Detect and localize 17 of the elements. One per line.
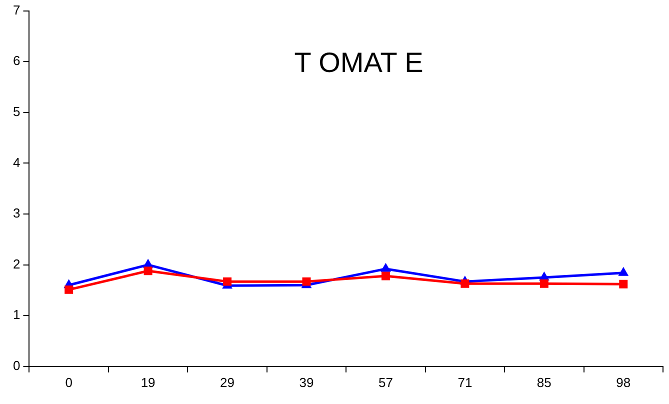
x-tick-label: 29 bbox=[220, 374, 235, 390]
y-tick-label: 5 bbox=[12, 104, 20, 119]
x-tick-label: 0 bbox=[65, 374, 72, 390]
x-tick-label: 85 bbox=[536, 374, 552, 390]
y-tick-label: 6 bbox=[12, 53, 20, 68]
y-tick-label: 2 bbox=[12, 256, 20, 272]
y-tick-label: 0 bbox=[12, 358, 20, 373]
y-tick-label: 1 bbox=[12, 307, 20, 322]
text: T OMAT E bbox=[294, 46, 424, 78]
y-tick-label: 3 bbox=[12, 206, 20, 221]
y-tick-label: 4 bbox=[12, 154, 20, 170]
x-tick-label: 71 bbox=[458, 374, 472, 390]
x-tick-label: 39 bbox=[299, 374, 314, 390]
x-tick-label: 19 bbox=[140, 374, 156, 390]
x-tick-label: 98 bbox=[616, 374, 631, 390]
y-tick-label: 7 bbox=[12, 2, 20, 18]
x-tick-label: 57 bbox=[378, 374, 393, 390]
